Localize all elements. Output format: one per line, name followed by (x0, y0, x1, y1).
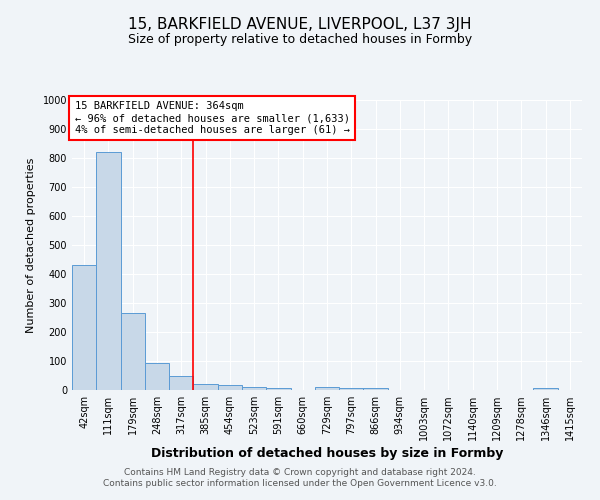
Bar (315, 387, 339, 390)
Text: 15, BARKFIELD AVENUE, LIVERPOOL, L37 3JH: 15, BARKFIELD AVENUE, LIVERPOOL, L37 3JH (128, 18, 472, 32)
Bar (169, 376, 193, 390)
Text: 15 BARKFIELD AVENUE: 364sqm
← 96% of detached houses are smaller (1,633)
4% of s: 15 BARKFIELD AVENUE: 364sqm ← 96% of det… (74, 102, 350, 134)
Bar (145, 364, 169, 390)
Bar (121, 313, 145, 390)
Text: Size of property relative to detached houses in Formby: Size of property relative to detached ho… (128, 32, 472, 46)
Bar (339, 388, 364, 390)
Bar (193, 384, 218, 390)
Bar (364, 388, 388, 390)
Bar (72, 266, 96, 390)
Bar (533, 388, 558, 390)
Bar (266, 388, 290, 390)
X-axis label: Distribution of detached houses by size in Formby: Distribution of detached houses by size … (151, 448, 503, 460)
Text: Contains HM Land Registry data © Crown copyright and database right 2024.
Contai: Contains HM Land Registry data © Crown c… (103, 468, 497, 487)
Bar (218, 385, 242, 390)
Bar (96, 152, 121, 390)
Y-axis label: Number of detached properties: Number of detached properties (26, 158, 35, 332)
Bar (242, 386, 266, 390)
